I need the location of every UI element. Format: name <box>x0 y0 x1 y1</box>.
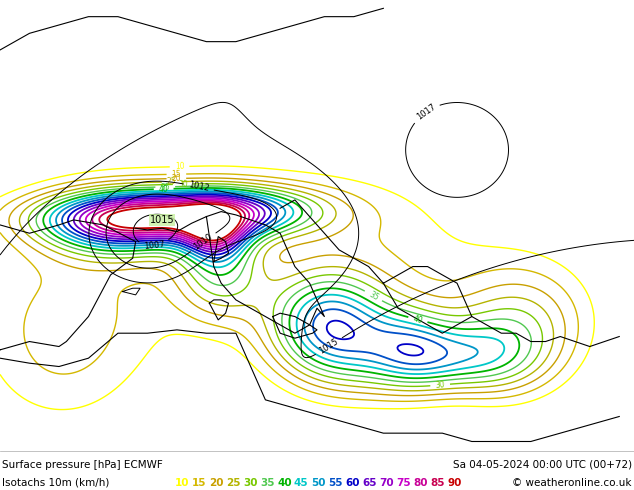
Text: 85: 85 <box>430 478 444 488</box>
Text: 20: 20 <box>209 478 224 488</box>
Text: 1012: 1012 <box>188 180 210 194</box>
Text: 45: 45 <box>294 478 309 488</box>
Text: 20: 20 <box>171 174 181 183</box>
Text: 60: 60 <box>345 478 359 488</box>
Text: 10: 10 <box>175 478 190 488</box>
Text: 1010: 1010 <box>192 232 214 252</box>
Text: 35: 35 <box>260 478 275 488</box>
Text: Sa 04-05-2024 00:00 UTC (00+72): Sa 04-05-2024 00:00 UTC (00+72) <box>453 460 632 470</box>
Text: 75: 75 <box>396 478 411 488</box>
Text: 1017: 1017 <box>415 102 437 122</box>
Text: 35: 35 <box>367 290 380 302</box>
Text: 40: 40 <box>158 184 169 194</box>
Text: 55: 55 <box>328 478 342 488</box>
Text: 30: 30 <box>435 380 445 390</box>
Text: 70: 70 <box>379 478 394 488</box>
Text: 90: 90 <box>447 478 462 488</box>
Text: 40: 40 <box>277 478 292 488</box>
Text: 80: 80 <box>413 478 427 488</box>
Text: 15: 15 <box>192 478 207 488</box>
Text: Isotachs 10m (km/h): Isotachs 10m (km/h) <box>2 478 113 488</box>
Text: 65: 65 <box>362 478 377 488</box>
Text: 50: 50 <box>311 478 325 488</box>
Text: 25: 25 <box>226 478 240 488</box>
Text: 10: 10 <box>174 162 184 171</box>
Text: 25: 25 <box>167 177 176 186</box>
Text: 15: 15 <box>171 170 181 179</box>
Text: © weatheronline.co.uk: © weatheronline.co.uk <box>512 478 632 488</box>
Text: Surface pressure [hPa] ECMWF: Surface pressure [hPa] ECMWF <box>2 460 163 470</box>
Text: 35: 35 <box>160 182 171 192</box>
Text: 30: 30 <box>178 179 188 189</box>
Text: 30: 30 <box>243 478 257 488</box>
Text: 40: 40 <box>412 314 424 325</box>
Text: 1015: 1015 <box>150 215 174 225</box>
Text: 1015: 1015 <box>318 337 340 356</box>
Text: 1007: 1007 <box>143 240 165 251</box>
